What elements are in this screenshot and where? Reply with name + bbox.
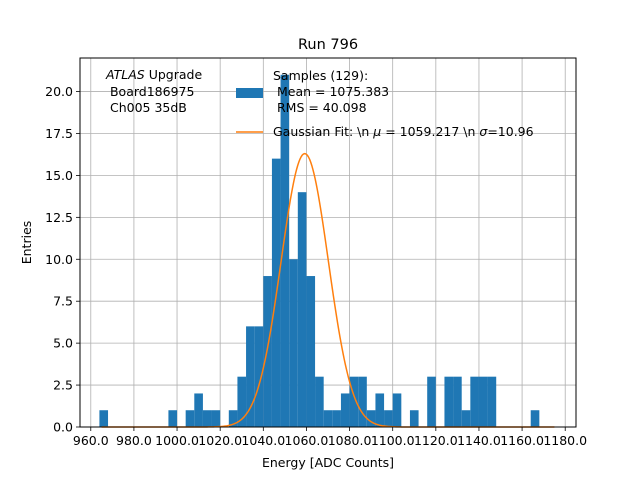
legend-samples-line1: Samples (129):	[273, 68, 368, 83]
y-tick-label: 17.5	[45, 126, 73, 141]
x-tick-label: 1080.0	[328, 433, 372, 448]
histogram-bar	[202, 410, 212, 427]
x-tick-label: 1020.0	[198, 433, 242, 448]
y-axis-title: Entries	[19, 221, 34, 265]
histogram-bar	[280, 74, 290, 427]
histogram-bar	[185, 410, 195, 427]
y-tick-label: 7.5	[53, 294, 73, 309]
histogram-bar	[194, 393, 203, 427]
x-tick-label: 1160.0	[500, 433, 544, 448]
atlas-upgrade-label: Upgrade	[145, 67, 203, 82]
histogram-bar	[237, 376, 247, 427]
histogram-bar	[332, 410, 341, 427]
axes-frame	[79, 57, 577, 428]
histogram-bar	[323, 410, 333, 427]
legend-fit-label: Gaussian Fit: \n μ = 1059.217 \n σ=10.96	[273, 124, 534, 139]
histogram-bar	[392, 393, 402, 427]
histogram-bar	[297, 192, 307, 427]
x-tick-label: 1000.0	[155, 433, 199, 448]
y-tick-label: 0.0	[53, 420, 73, 435]
histogram-bar	[211, 410, 221, 427]
histogram-bar	[315, 376, 324, 427]
board-label: Board186975	[106, 84, 194, 99]
y-tick-label: 10.0	[45, 252, 73, 267]
histogram-bar	[349, 376, 359, 427]
histogram-bar	[461, 410, 471, 427]
histogram-bar	[384, 410, 393, 427]
histogram-bar	[263, 276, 272, 427]
histogram-bar	[366, 410, 376, 427]
histogram-bar	[306, 276, 316, 427]
x-tick-label: 960.0	[73, 433, 109, 448]
histogram-bar	[530, 410, 540, 427]
histogram-bar	[427, 376, 436, 427]
histogram-bar	[470, 376, 479, 427]
histogram-bar	[478, 376, 488, 427]
histogram-bar	[487, 376, 497, 427]
y-tick-label: 12.5	[45, 210, 73, 225]
x-axis-title: Energy [ADC Counts]	[262, 455, 394, 470]
x-tick-label: 1140.0	[457, 433, 501, 448]
legend-samples-swatch	[236, 88, 263, 98]
y-tick-label: 2.5	[53, 378, 73, 393]
histogram-bar	[168, 410, 178, 427]
channel-label: Ch005 35dB	[106, 100, 187, 115]
histogram-bar	[340, 393, 350, 427]
histogram-bar	[99, 410, 109, 427]
chart-title: Run 796	[298, 37, 358, 53]
histogram-bar	[254, 326, 264, 427]
histogram-bar	[358, 376, 367, 427]
x-tick-label: 1040.0	[241, 433, 285, 448]
legend-samples-line2: Mean = 1075.383	[273, 84, 389, 99]
legend-samples-line3: RMS = 40.098	[273, 100, 367, 115]
x-tick-label: 1180.0	[543, 433, 587, 448]
svg-text:ATLAS Upgrade: ATLAS Upgrade	[105, 67, 202, 82]
x-tick-label: 980.0	[116, 433, 152, 448]
x-tick-label: 1100.0	[371, 433, 415, 448]
y-tick-label: 20.0	[45, 84, 73, 99]
legend: Samples (129): Mean = 1075.383 RMS = 40.…	[236, 68, 534, 139]
y-tick-label: 15.0	[45, 168, 73, 183]
axis-ticks: 960.0 980.0 1000.0 1020.0 1040.0 1060.0 1080.0…	[45, 84, 587, 448]
histogram-bar	[453, 376, 462, 427]
histogram-bar	[246, 326, 255, 427]
histogram-bar	[375, 393, 385, 427]
atlas-annotation: ATLAS Upgrade Board186975 Ch005 35dB	[105, 67, 202, 115]
histogram-bar	[289, 259, 298, 427]
x-tick-label: 1060.0	[285, 433, 329, 448]
histogram-bar	[444, 376, 454, 427]
y-tick-label: 5.0	[53, 336, 73, 351]
atlas-label: ATLAS	[105, 67, 145, 82]
x-tick-label: 1120.0	[414, 433, 458, 448]
histogram-bar	[409, 410, 419, 427]
histogram-bar	[228, 410, 238, 427]
